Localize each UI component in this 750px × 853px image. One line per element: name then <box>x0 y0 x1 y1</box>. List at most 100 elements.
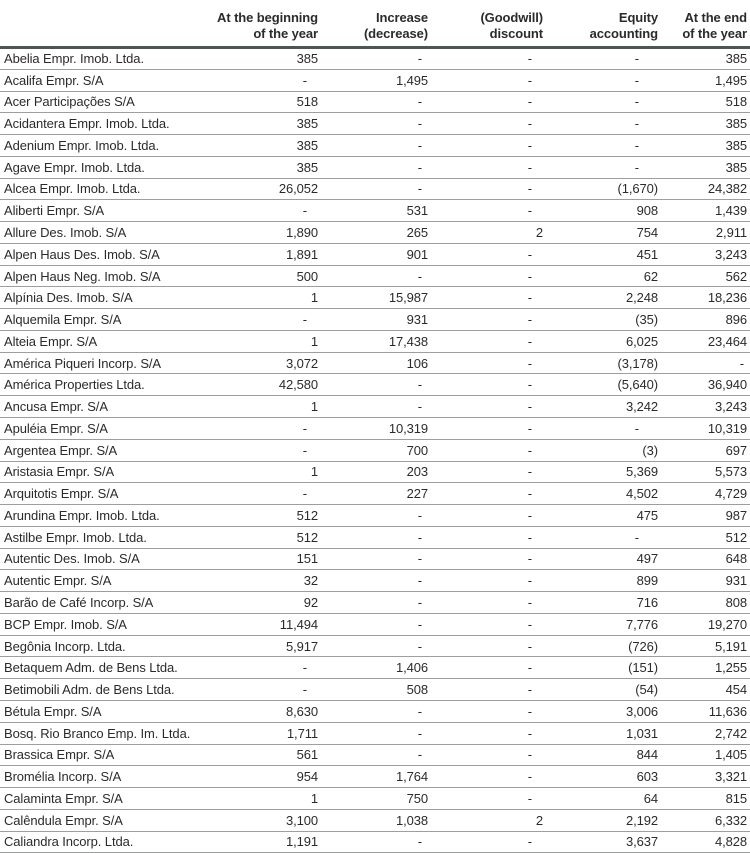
company-name-cell: Abelia Empr. Imob. Ltda. <box>0 47 190 70</box>
goodwill-discount-cell: - <box>430 765 545 789</box>
increase-decrease-cell: 901 <box>320 243 430 266</box>
equity-accounting-cell: - <box>545 112 660 136</box>
end-of-year-cell: 2,911 <box>660 221 750 244</box>
table-row: Ancusa Empr. S/A 1 - - 3,242 3,243 <box>0 395 750 419</box>
beginning-of-year-cell: 3,100 <box>190 809 320 832</box>
increase-decrease-cell: 106 <box>320 352 430 375</box>
increase-decrease-cell: - <box>320 156 430 179</box>
goodwill-discount-cell: - <box>430 722 545 745</box>
table-row: Adenium Empr. Imob. Ltda. 385 - - - 385 <box>0 134 750 157</box>
increase-decrease-cell: - <box>320 613 430 636</box>
table-row: Caliandra Incorp. Ltda. 1,191 - - 3,637 … <box>0 831 750 853</box>
goodwill-discount-cell: 2 <box>430 221 545 244</box>
goodwill-discount-cell: - <box>430 199 545 223</box>
increase-decrease-cell: 1,406 <box>320 656 430 680</box>
increase-decrease-cell: 508 <box>320 678 430 701</box>
beginning-of-year-cell: 512 <box>190 504 320 527</box>
increase-decrease-cell: - <box>320 831 430 853</box>
company-name-cell: América Piqueri Incorp. S/A <box>0 352 190 375</box>
beginning-of-year-cell: 1 <box>190 461 320 484</box>
increase-decrease-cell: - <box>320 722 430 745</box>
end-of-year-cell: 24,382 <box>660 178 750 201</box>
company-name-cell: América Properties Ltda. <box>0 373 190 397</box>
increase-decrease-cell: - <box>320 395 430 419</box>
table-row: Abelia Empr. Imob. Ltda. 385 - - - 385 <box>0 47 750 70</box>
goodwill-discount-cell: - <box>430 635 545 658</box>
beginning-of-year-cell: 385 <box>190 112 320 136</box>
company-name-cell: Begônia Incorp. Ltda. <box>0 635 190 658</box>
beginning-of-year-cell: 1,891 <box>190 243 320 266</box>
increase-decrease-cell: 750 <box>320 787 430 810</box>
goodwill-discount-cell: - <box>430 91 545 114</box>
company-name-cell: Calêndula Empr. S/A <box>0 809 190 832</box>
company-name-cell: Ancusa Empr. S/A <box>0 395 190 419</box>
beginning-of-year-cell: 26,052 <box>190 178 320 201</box>
increase-decrease-cell: - <box>320 373 430 397</box>
goodwill-discount-cell: 2 <box>430 809 545 832</box>
table-row: Astilbe Empr. Imob. Ltda. 512 - - - 512 <box>0 526 750 549</box>
company-name-cell: Arquitotis Empr. S/A <box>0 482 190 506</box>
goodwill-discount-cell: - <box>430 526 545 549</box>
table-row: BCP Empr. Imob. S/A 11,494 - - 7,776 19,… <box>0 613 750 636</box>
table-row: Apuléia Empr. S/A - 10,319 - - 10,319 <box>0 417 750 440</box>
company-name-cell: Agave Empr. Imob. Ltda. <box>0 156 190 179</box>
end-of-year-cell: 385 <box>660 156 750 179</box>
table-row: Alpínia Des. Imob. S/A 1 15,987 - 2,248 … <box>0 286 750 310</box>
table-row: Bétula Empr. S/A 8,630 - - 3,006 11,636 <box>0 700 750 723</box>
increase-decrease-cell: 10,319 <box>320 417 430 440</box>
table-row: Calêndula Empr. S/A 3,100 1,038 2 2,192 … <box>0 809 750 832</box>
beginning-of-year-cell: 1,191 <box>190 831 320 853</box>
table-row: Acalifa Empr. S/A - 1,495 - - 1,495 <box>0 69 750 92</box>
goodwill-discount-cell: - <box>430 265 545 288</box>
company-name-cell: Brassica Empr. S/A <box>0 744 190 767</box>
equity-accounting-cell: (3) <box>545 439 660 462</box>
beginning-of-year-cell: 3,072 <box>190 352 320 375</box>
table-row: Argentea Empr. S/A - 700 - (3) 697 <box>0 439 750 462</box>
beginning-of-year-cell: - <box>190 199 320 223</box>
goodwill-discount-cell: - <box>430 134 545 157</box>
end-of-year-cell: 1,495 <box>660 69 750 92</box>
end-of-year-cell: 454 <box>660 678 750 701</box>
increase-decrease-cell: 265 <box>320 221 430 244</box>
equity-accounting-cell: - <box>545 417 660 440</box>
end-of-year-cell: 5,191 <box>660 635 750 658</box>
end-of-year-cell: 3,321 <box>660 765 750 789</box>
company-name-cell: Betimobili Adm. de Bens Ltda. <box>0 678 190 701</box>
beginning-of-year-cell: 92 <box>190 591 320 614</box>
company-name-cell: Autentic Des. Imob. S/A <box>0 548 190 571</box>
goodwill-discount-cell: - <box>430 243 545 266</box>
beginning-of-year-cell: 512 <box>190 526 320 549</box>
increase-decrease-cell: - <box>320 744 430 767</box>
end-of-year-cell: 1,439 <box>660 199 750 223</box>
end-of-year-cell: 987 <box>660 504 750 527</box>
equity-accounting-cell: - <box>545 91 660 114</box>
table-row: Arquitotis Empr. S/A - 227 - 4,502 4,729 <box>0 482 750 506</box>
table-row: Betaquem Adm. de Bens Ltda. - 1,406 - (1… <box>0 656 750 680</box>
table-row: Alteia Empr. S/A 1 17,438 - 6,025 23,464 <box>0 330 750 353</box>
equity-accounting-cell: 7,776 <box>545 613 660 636</box>
goodwill-discount-cell: - <box>430 330 545 353</box>
beginning-of-year-cell: 8,630 <box>190 700 320 723</box>
end-of-year-cell: 385 <box>660 112 750 136</box>
equity-accounting-cell: (5,640) <box>545 373 660 397</box>
increase-decrease-cell: 227 <box>320 482 430 506</box>
beginning-of-year-cell: - <box>190 308 320 331</box>
beginning-of-year-cell: - <box>190 417 320 440</box>
company-name-cell: Acalifa Empr. S/A <box>0 69 190 92</box>
goodwill-discount-cell: - <box>430 308 545 331</box>
goodwill-discount-cell: - <box>430 352 545 375</box>
company-name-cell: Calaminta Empr. S/A <box>0 787 190 810</box>
company-name-cell: Caliandra Incorp. Ltda. <box>0 831 190 853</box>
increase-decrease-cell: - <box>320 178 430 201</box>
column-header-increase-decrease: Increase (decrease) <box>320 0 430 49</box>
increase-decrease-cell: 1,495 <box>320 69 430 92</box>
beginning-of-year-cell: 1 <box>190 395 320 419</box>
increase-decrease-cell: - <box>320 591 430 614</box>
goodwill-discount-cell: - <box>430 504 545 527</box>
end-of-year-cell: 562 <box>660 265 750 288</box>
table-row: Acidantera Empr. Imob. Ltda. 385 - - - 3… <box>0 112 750 136</box>
company-name-cell: Aristasia Empr. S/A <box>0 461 190 484</box>
table-row: Bosq. Rio Branco Emp. Im. Ltda. 1,711 - … <box>0 722 750 745</box>
company-name-cell: Argentea Empr. S/A <box>0 439 190 462</box>
